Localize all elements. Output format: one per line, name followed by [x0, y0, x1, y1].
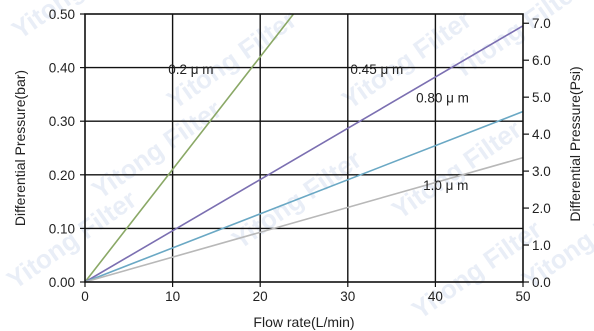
right-y-tick-label: 3.0 [532, 164, 551, 179]
series-line [84, 110, 524, 283]
right-y-tick-label: 7.0 [532, 16, 551, 31]
plot-frame [84, 13, 524, 283]
right-y-axis-ticks: 0.0 1.0 2.0 3.0 4.0 5.0 6.0 7.0 [523, 16, 551, 290]
watermark-text: Yitong Filter [446, 0, 587, 85]
right-y-tick-label: 0.0 [532, 275, 551, 290]
x-tick-label: 30 [340, 289, 355, 304]
series-label: 0.2 μ m [168, 62, 213, 77]
left-y-tick-label: 0.00 [49, 275, 75, 290]
x-tick-label: 10 [165, 289, 180, 304]
left-y-tick-label: 0.50 [49, 7, 75, 22]
left-y-axis-title: Differential Pressure(bar) [12, 70, 28, 226]
x-axis-title: Flow rate(L/min) [253, 314, 354, 330]
left-y-tick-label: 0.30 [49, 114, 75, 129]
x-tick-label: 0 [81, 289, 89, 304]
right-y-tick-label: 5.0 [532, 90, 551, 105]
right-y-axis-title: Differential Pressure(Psi) [567, 66, 583, 221]
series-label: 0.45 μ m [350, 62, 403, 77]
right-y-tick-label: 6.0 [532, 53, 551, 68]
right-y-tick-label: 4.0 [532, 127, 551, 142]
x-tick-label: 50 [515, 289, 530, 304]
watermark-text: Yitong Filter [161, 4, 302, 115]
series-line [84, 13, 295, 283]
x-tick-label: 40 [428, 289, 443, 304]
right-y-tick-label: 2.0 [532, 201, 551, 216]
watermark-text: Yitong Filter [6, 0, 147, 45]
series-label: 1.0 μ m [423, 178, 468, 193]
x-tick-label: 20 [253, 289, 268, 304]
series-line [84, 25, 524, 283]
series-labels: 0.2 μ m 0.45 μ m 0.80 μ m 1.0 μ m [168, 62, 469, 193]
left-y-axis-ticks: 0.00 0.10 0.20 0.30 0.40 0.50 [49, 7, 85, 290]
watermark-text: Yitong Filter [386, 114, 527, 225]
left-y-tick-label: 0.20 [49, 168, 75, 183]
left-y-tick-label: 0.10 [49, 221, 75, 236]
series-lines [84, 13, 524, 283]
left-y-tick-label: 0.40 [49, 61, 75, 76]
x-axis-ticks: 0 10 20 30 40 50 [81, 282, 531, 304]
watermark-text: Yitong Filter [86, 94, 227, 205]
series-line [84, 156, 524, 283]
series-label: 0.80 μ m [416, 90, 469, 105]
right-y-tick-label: 1.0 [532, 238, 551, 253]
